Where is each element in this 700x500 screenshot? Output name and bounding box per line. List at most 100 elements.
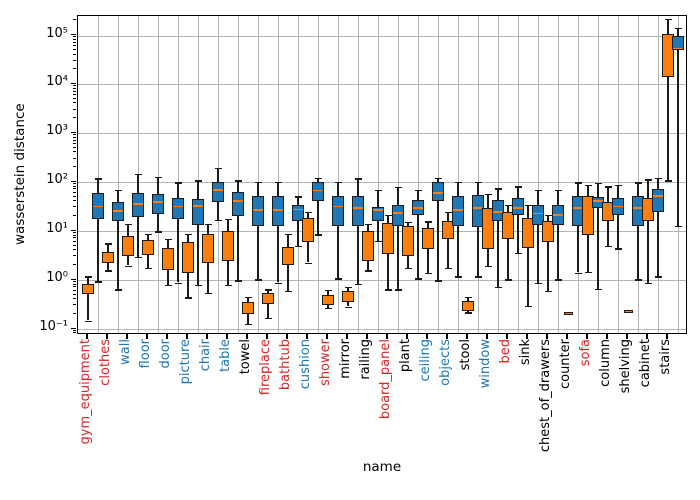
blue-picture-median bbox=[193, 205, 203, 207]
x-tick-label-board_panel: board_panel bbox=[378, 339, 393, 420]
orange-sofa-cap-top bbox=[584, 185, 592, 187]
orange-objects-median bbox=[443, 226, 453, 229]
x-gridline bbox=[358, 16, 359, 333]
blue-clothes-cap-bottom bbox=[114, 289, 122, 291]
blue-board_panel-box bbox=[392, 204, 404, 226]
orange-bathtub-cap-top bbox=[284, 233, 292, 235]
x-gridline bbox=[118, 16, 119, 333]
blue-table-box bbox=[232, 192, 244, 217]
blue-shower-median bbox=[333, 205, 343, 208]
y-tick-major bbox=[71, 327, 76, 329]
x-tick bbox=[366, 334, 368, 339]
blue-floor-box bbox=[152, 193, 164, 215]
y-tick-minor bbox=[73, 298, 76, 300]
y-tick-minor bbox=[73, 200, 76, 202]
blue-stairs-box bbox=[672, 35, 684, 51]
blue-board_panel-whisker bbox=[397, 187, 399, 290]
blue-sink-cap-top bbox=[534, 189, 542, 192]
x-gridline bbox=[338, 16, 339, 333]
orange-bed-median bbox=[503, 224, 513, 226]
x-tick-label-sink: sink bbox=[518, 339, 533, 366]
x-tick bbox=[586, 334, 588, 339]
blue-plant-cap-top bbox=[414, 189, 422, 192]
orange-gym_equipment-cap-top bbox=[84, 276, 92, 278]
y-tick-major bbox=[71, 33, 76, 36]
orange-sofa-median bbox=[583, 207, 593, 209]
orange-mirror-cap-top bbox=[344, 286, 352, 288]
blue-fireplace-median bbox=[273, 209, 283, 212]
blue-cushion-cap-top bbox=[314, 177, 322, 180]
orange-plant-box bbox=[402, 226, 414, 257]
x-tick-label-shelving: shelving bbox=[618, 339, 633, 394]
y-tick-minor bbox=[73, 264, 76, 265]
blue-column-median bbox=[613, 205, 623, 208]
blue-bed-cap-bottom bbox=[514, 253, 522, 255]
blue-towel-cap-top bbox=[254, 181, 262, 184]
blue-chair-box bbox=[212, 182, 224, 202]
orange-bed-cap-top bbox=[504, 204, 512, 206]
blue-counter-cap-top bbox=[574, 182, 582, 184]
x-gridline bbox=[658, 16, 659, 333]
x-tick-label-plant: plant bbox=[398, 339, 413, 373]
y-tick-major bbox=[71, 180, 76, 182]
orange-picture-box bbox=[182, 242, 194, 273]
blue-plant-median bbox=[413, 207, 423, 209]
x-gridline bbox=[238, 16, 239, 333]
x-gridline bbox=[578, 16, 579, 333]
blue-stairs-cap-top bbox=[674, 27, 682, 29]
y-tick-minor bbox=[73, 283, 76, 285]
x-gridline bbox=[398, 16, 399, 333]
x-tick-label-bed: bed bbox=[498, 339, 513, 364]
orange-cushion-cap-top bbox=[304, 211, 312, 214]
orange-chest_of_drawers-whisker bbox=[547, 215, 549, 292]
x-tick bbox=[286, 334, 288, 339]
orange-chest_of_drawers-median bbox=[543, 230, 553, 233]
blue-stairs-whisker bbox=[677, 27, 679, 226]
x-tick-label-chair: chair bbox=[198, 339, 213, 372]
y-tick-minor bbox=[73, 293, 76, 295]
x-gridline bbox=[438, 16, 439, 333]
blue-counter-cap-bottom bbox=[574, 272, 582, 274]
y-tick-label: 10³ bbox=[46, 123, 68, 139]
y-tick-minor bbox=[73, 249, 76, 251]
orange-cushion-box bbox=[302, 217, 314, 243]
blue-wall-median bbox=[133, 203, 143, 205]
y-tick-minor bbox=[73, 151, 76, 153]
blue-board_panel-cap-bottom bbox=[394, 289, 402, 291]
orange-chair-box bbox=[202, 234, 214, 264]
y-tick-label: 10⁰ bbox=[46, 270, 68, 286]
x-axis-title: name bbox=[362, 459, 402, 475]
y-tick-minor bbox=[73, 38, 76, 40]
x-gridline bbox=[558, 16, 559, 333]
blue-sink-box bbox=[532, 204, 544, 225]
blue-shelving-median bbox=[633, 207, 643, 209]
y-tick-minor bbox=[73, 286, 76, 288]
orange-board_panel-cap-top bbox=[384, 215, 392, 217]
orange-railing-median bbox=[363, 245, 373, 247]
blue-plant-cap-bottom bbox=[414, 278, 422, 280]
x-tick bbox=[606, 334, 608, 339]
x-tick bbox=[106, 334, 108, 339]
orange-sofa-box bbox=[582, 195, 594, 236]
orange-chair-cap-top bbox=[204, 224, 212, 226]
blue-table-whisker bbox=[237, 180, 239, 281]
blue-door-cap-bottom bbox=[174, 282, 182, 284]
y-gridline bbox=[78, 35, 686, 37]
y-tick-minor bbox=[73, 215, 76, 216]
x-tick bbox=[486, 334, 488, 339]
x-tick bbox=[266, 334, 268, 339]
y-tick-minor bbox=[73, 59, 76, 61]
blue-shower-box bbox=[332, 196, 344, 226]
y-axis-title: wasserstein distance bbox=[12, 103, 28, 246]
orange-stool-cap-top bbox=[464, 296, 472, 299]
blue-floor-cap-bottom bbox=[154, 231, 162, 233]
blue-mirror-median bbox=[353, 207, 363, 209]
x-tick-label-shower: shower bbox=[318, 339, 333, 386]
orange-sofa-cap-bottom bbox=[584, 271, 592, 273]
orange-clothes-cap-top bbox=[104, 243, 112, 245]
orange-bed-whisker bbox=[507, 204, 509, 280]
x-tick bbox=[406, 334, 408, 339]
y-tick-minor bbox=[73, 232, 76, 233]
blue-wall-cap-top bbox=[134, 173, 142, 176]
y-tick-label: 10⁻¹ bbox=[39, 319, 68, 335]
